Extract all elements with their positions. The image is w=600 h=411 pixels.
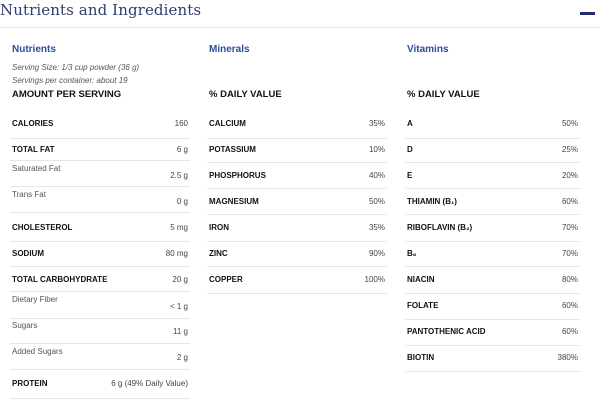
vitamins-value: 80%	[561, 275, 578, 284]
row-divider	[405, 345, 580, 346]
nutrients-label: Trans Fat	[12, 190, 46, 199]
vitamins-value: 25%	[561, 145, 578, 154]
amount-per-serving-heading: AMOUNT PER SERVING	[12, 89, 122, 100]
nutrients-value: 2.5 g	[170, 171, 188, 180]
nutrients-value: 5 mg	[170, 223, 188, 232]
nutrients-label: Saturated Fat	[12, 164, 61, 173]
section-header: Nutrients and Ingredients	[0, 0, 600, 28]
row-divider	[405, 214, 580, 215]
nutrients-value: 20 g	[172, 275, 188, 284]
vitamins-daily-value-heading: % DAILY VALUE	[407, 89, 480, 100]
minerals-label: IRON	[209, 223, 229, 232]
serving-size: Serving Size: 1/3 cup powder (36 g)	[12, 63, 140, 72]
minerals-label: PHOSPHORUS	[209, 171, 266, 180]
minerals-value: 35%	[368, 223, 385, 232]
row-divider	[10, 318, 190, 319]
nutrients-title: Nutrients	[12, 44, 56, 55]
row-divider	[207, 162, 387, 163]
row-divider	[10, 291, 190, 292]
row-divider	[405, 293, 580, 294]
row-divider	[10, 398, 190, 399]
row-divider	[10, 266, 190, 267]
row-divider	[207, 188, 387, 189]
row-divider	[207, 266, 387, 267]
minus-icon[interactable]	[580, 12, 595, 15]
nutrients-value: 2 g	[176, 353, 188, 362]
nutrients-value: 6 g (49% Daily Value)	[111, 379, 188, 388]
servings-per-container: Servings per container: about 19	[12, 76, 128, 85]
vitamins-label: B₆	[407, 249, 417, 258]
vitamins-label: E	[407, 171, 413, 180]
minerals-daily-value-heading: % DAILY VALUE	[209, 89, 282, 100]
row-divider	[405, 188, 580, 189]
nutrients-label: PROTEIN	[12, 379, 48, 388]
nutrients-value: 0 g	[176, 197, 188, 206]
vitamins-value: 380%	[557, 353, 578, 362]
vitamins-value: 70%	[561, 249, 578, 258]
nutrients-label: Added Sugars	[12, 347, 63, 356]
minerals-label: MAGNESIUM	[209, 197, 259, 206]
vitamins-label: FOLATE	[407, 301, 439, 310]
vitamins-label: BIOTIN	[407, 353, 435, 362]
nutrients-label: TOTAL CARBOHYDRATE	[12, 275, 108, 284]
vitamins-value: 50%	[561, 119, 578, 128]
vitamins-label: NIACIN	[407, 275, 435, 284]
minerals-value: 50%	[368, 197, 385, 206]
vitamins-label: THIAMIN (B₁)	[407, 197, 457, 206]
row-divider	[207, 214, 387, 215]
minerals-label: POTASSIUM	[209, 145, 256, 154]
row-divider	[405, 371, 580, 372]
row-divider	[405, 162, 580, 163]
minerals-label: ZINC	[209, 249, 228, 258]
row-divider	[10, 138, 190, 139]
row-divider	[207, 293, 387, 294]
row-divider	[10, 212, 190, 213]
row-divider	[405, 319, 580, 320]
nutrients-label: Sugars	[12, 321, 38, 330]
vitamins-label: PANTOTHENIC ACID	[407, 327, 486, 336]
row-divider	[207, 241, 387, 242]
vitamins-value: 60%	[561, 327, 578, 336]
row-divider	[10, 343, 190, 344]
row-divider	[10, 369, 190, 370]
nutrients-label: SODIUM	[12, 249, 44, 258]
nutrients-value: 11 g	[173, 327, 188, 336]
minerals-value: 10%	[368, 145, 385, 154]
nutrients-value: 6 g	[176, 145, 188, 154]
row-divider	[10, 186, 190, 187]
vitamins-label: D	[407, 145, 413, 154]
nutrients-label: Dietary Fiber	[12, 295, 58, 304]
vitamins-label: RIBOFLAVIN (B₂)	[407, 223, 473, 232]
section-title: Nutrients and Ingredients	[0, 1, 202, 19]
row-divider	[405, 241, 580, 242]
nutrients-value: 80 mg	[165, 249, 188, 258]
nutrients-value: 160	[174, 119, 188, 128]
header-divider	[0, 27, 600, 28]
minerals-label: CALCIUM	[209, 119, 246, 128]
minerals-value: 100%	[364, 275, 385, 284]
row-divider	[207, 138, 387, 139]
nutrients-label: TOTAL FAT	[12, 145, 55, 154]
nutrients-label: CHOLESTEROL	[12, 223, 73, 232]
row-divider	[10, 160, 190, 161]
vitamins-value: 60%	[561, 301, 578, 310]
minerals-value: 35%	[368, 119, 385, 128]
nutrients-label: CALORIES	[12, 119, 54, 128]
minerals-label: COPPER	[209, 275, 243, 284]
vitamins-label: A	[407, 119, 413, 128]
row-divider	[405, 138, 580, 139]
minerals-title: Minerals	[209, 44, 250, 55]
minerals-value: 90%	[368, 249, 385, 258]
minerals-value: 40%	[368, 171, 385, 180]
vitamins-value: 20%	[561, 171, 578, 180]
vitamins-title: Vitamins	[407, 44, 449, 55]
row-divider	[405, 266, 580, 267]
vitamins-value: 70%	[561, 223, 578, 232]
row-divider	[10, 241, 190, 242]
nutrients-value: < 1 g	[169, 302, 188, 311]
vitamins-value: 60%	[561, 197, 578, 206]
